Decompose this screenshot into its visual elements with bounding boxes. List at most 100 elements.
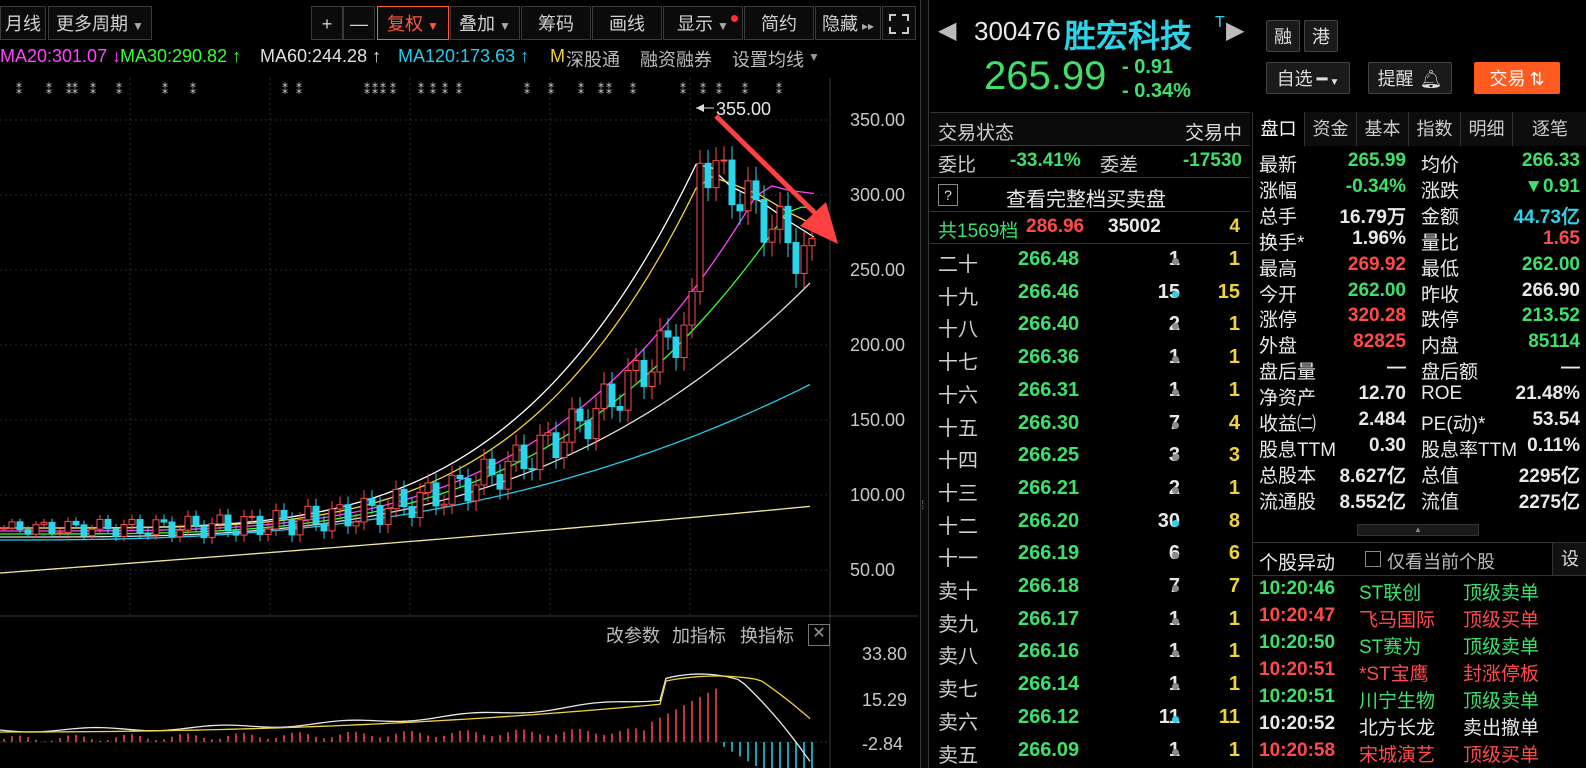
event-marker-icon[interactable]: ⁑ <box>418 82 424 97</box>
candle-body[interactable] <box>536 434 544 471</box>
candle-body[interactable] <box>72 520 80 526</box>
candle-body[interactable] <box>48 521 56 534</box>
event-marker-icon[interactable]: ⁑ <box>46 82 52 97</box>
candle-body[interactable] <box>720 159 728 162</box>
event-marker-icon[interactable]: ⁑ <box>380 82 386 97</box>
candle-body[interactable] <box>344 504 352 527</box>
tab-tick-by-tick[interactable]: 逐笔 <box>1513 112 1586 146</box>
alert-button[interactable]: 提醒 🔔︎ <box>1368 62 1452 94</box>
add-indicator-button[interactable]: 加指标 <box>672 626 726 646</box>
stock-name[interactable]: 胜宏科技 <box>1064 18 1193 54</box>
candle-body[interactable] <box>112 528 120 538</box>
kline-svg[interactable]: ⁑ ⁑ ⁑ ⁑ ⁑ ⁑ ⁑ ⁑ ⁑ ⁑ ⁑ ⁑ ⁑ ⁑ ⁑ ⁑ ⁑ ⁑ ⁑ ⁑ ⁑ ⁑ ⁑ ⁑ ⁑ ⁑ ⁑ ⁑ ⁑ 355.00 350… <box>0 78 918 768</box>
event-marker-icon[interactable]: ⁑ <box>72 82 78 97</box>
edit-params-button[interactable]: 改参数 <box>606 626 660 646</box>
candle-body[interactable] <box>616 406 624 411</box>
event-marker-icon[interactable]: ⁑ <box>90 82 96 97</box>
stock-alert-row[interactable]: 10:20:46 ST联创 顶级卖单 <box>1253 578 1586 605</box>
candle-body[interactable] <box>352 521 360 527</box>
tab-handicap[interactable]: 盘口 <box>1253 112 1305 146</box>
zoom-in-button[interactable]: + <box>311 6 343 40</box>
simple-mode-button[interactable]: 简约 <box>744 6 814 40</box>
stock-alert-row[interactable]: 10:20:52 北方长龙 卖出撤单 <box>1253 713 1586 740</box>
candle-body[interactable] <box>336 504 344 510</box>
candle-body[interactable] <box>256 515 264 536</box>
candle-body[interactable] <box>592 407 600 440</box>
candle-body[interactable] <box>680 324 688 358</box>
candle-body[interactable] <box>520 444 528 470</box>
alerts-settings-button[interactable]: 设 <box>1552 543 1586 575</box>
event-marker-icon[interactable]: ⁑ <box>716 82 722 97</box>
event-marker-icon[interactable]: ⁑ <box>162 82 168 97</box>
event-markers[interactable]: ⁑ ⁑ ⁑ ⁑ ⁑ ⁑ ⁑ ⁑ ⁑ ⁑ ⁑ ⁑ ⁑ ⁑ ⁑ ⁑ ⁑ ⁑ ⁑ ⁑ ⁑ ⁑ ⁑ ⁑ ⁑ ⁑ ⁑ ⁑ ⁑ <box>16 82 782 97</box>
candle-body[interactable] <box>392 488 400 510</box>
indicator-panel[interactable] <box>0 673 830 768</box>
candle-body[interactable] <box>64 520 72 534</box>
collapse-handle-icon[interactable]: ▲ <box>1357 524 1479 536</box>
candles[interactable] <box>0 146 816 544</box>
candle-body[interactable] <box>448 474 456 505</box>
candle-body[interactable] <box>208 523 216 539</box>
event-marker-icon[interactable]: ⁑ <box>606 82 612 97</box>
candle-body[interactable] <box>240 516 248 536</box>
event-marker-icon[interactable]: ⁑ <box>372 82 378 97</box>
candle-body[interactable] <box>464 478 472 502</box>
candle-body[interactable] <box>472 484 480 502</box>
candle-body[interactable] <box>104 518 112 530</box>
current-stock-only-checkbox[interactable] <box>1365 551 1381 567</box>
candle-body[interactable] <box>496 474 504 490</box>
candle-body[interactable] <box>248 515 256 518</box>
event-marker-icon[interactable]: ⁑ <box>116 82 122 97</box>
candle-body[interactable] <box>288 519 296 536</box>
event-marker-icon[interactable]: ⁑ <box>190 82 196 97</box>
candle-body[interactable] <box>712 160 720 189</box>
event-marker-icon[interactable]: ⁑ <box>66 82 72 97</box>
candle-body[interactable] <box>88 528 96 537</box>
event-marker-icon[interactable]: ⁑ <box>16 82 22 97</box>
candle-body[interactable] <box>152 519 160 536</box>
candle-body[interactable] <box>360 497 368 523</box>
event-marker-icon[interactable]: ⁑ <box>442 82 448 97</box>
event-marker-icon[interactable]: ⁑ <box>548 82 554 97</box>
hide-button[interactable]: 隐藏 ▸▸ <box>815 6 881 40</box>
tab-index[interactable]: 指数 <box>1409 112 1461 146</box>
event-marker-icon[interactable]: ⁑ <box>742 82 748 97</box>
candle-body[interactable] <box>552 432 560 459</box>
candle-body[interactable] <box>560 441 568 459</box>
candle-body[interactable] <box>56 532 64 535</box>
candle-body[interactable] <box>632 360 640 371</box>
candle-body[interactable] <box>192 515 200 527</box>
candle-body[interactable] <box>296 519 304 536</box>
stock-alert-row[interactable]: 10:20:51 *ST宝鹰 封涨停板 <box>1253 659 1586 686</box>
candle-body[interactable] <box>656 330 664 373</box>
ask-level-row[interactable]: 卖六 266.12 11 11 <box>930 702 1250 734</box>
event-marker-icon[interactable]: ⁑ <box>456 82 462 97</box>
stock-alert-row[interactable]: 10:20:51 川宁生物 顶级卖单 <box>1253 686 1586 713</box>
candle-body[interactable] <box>784 205 792 244</box>
candle-body[interactable] <box>456 474 464 480</box>
event-marker-icon[interactable]: ⁑ <box>776 82 782 97</box>
candle-body[interactable] <box>376 504 384 525</box>
candle-body[interactable] <box>8 521 16 529</box>
period-monthly-button[interactable]: 月线 <box>0 6 46 40</box>
panel-divider[interactable] <box>920 0 929 768</box>
candle-body[interactable] <box>96 518 104 530</box>
event-marker-icon[interactable]: ⁑ <box>700 82 706 97</box>
tab-detail[interactable]: 明细 <box>1461 112 1513 146</box>
candle-body[interactable] <box>400 488 408 508</box>
candle-body[interactable] <box>24 529 32 535</box>
event-marker-icon[interactable]: ⁑ <box>598 82 604 97</box>
candle-body[interactable] <box>512 444 520 462</box>
candle-body[interactable] <box>168 521 176 538</box>
candle-body[interactable] <box>568 408 576 443</box>
ma-settings-link[interactable]: 设置均线 <box>732 50 804 70</box>
